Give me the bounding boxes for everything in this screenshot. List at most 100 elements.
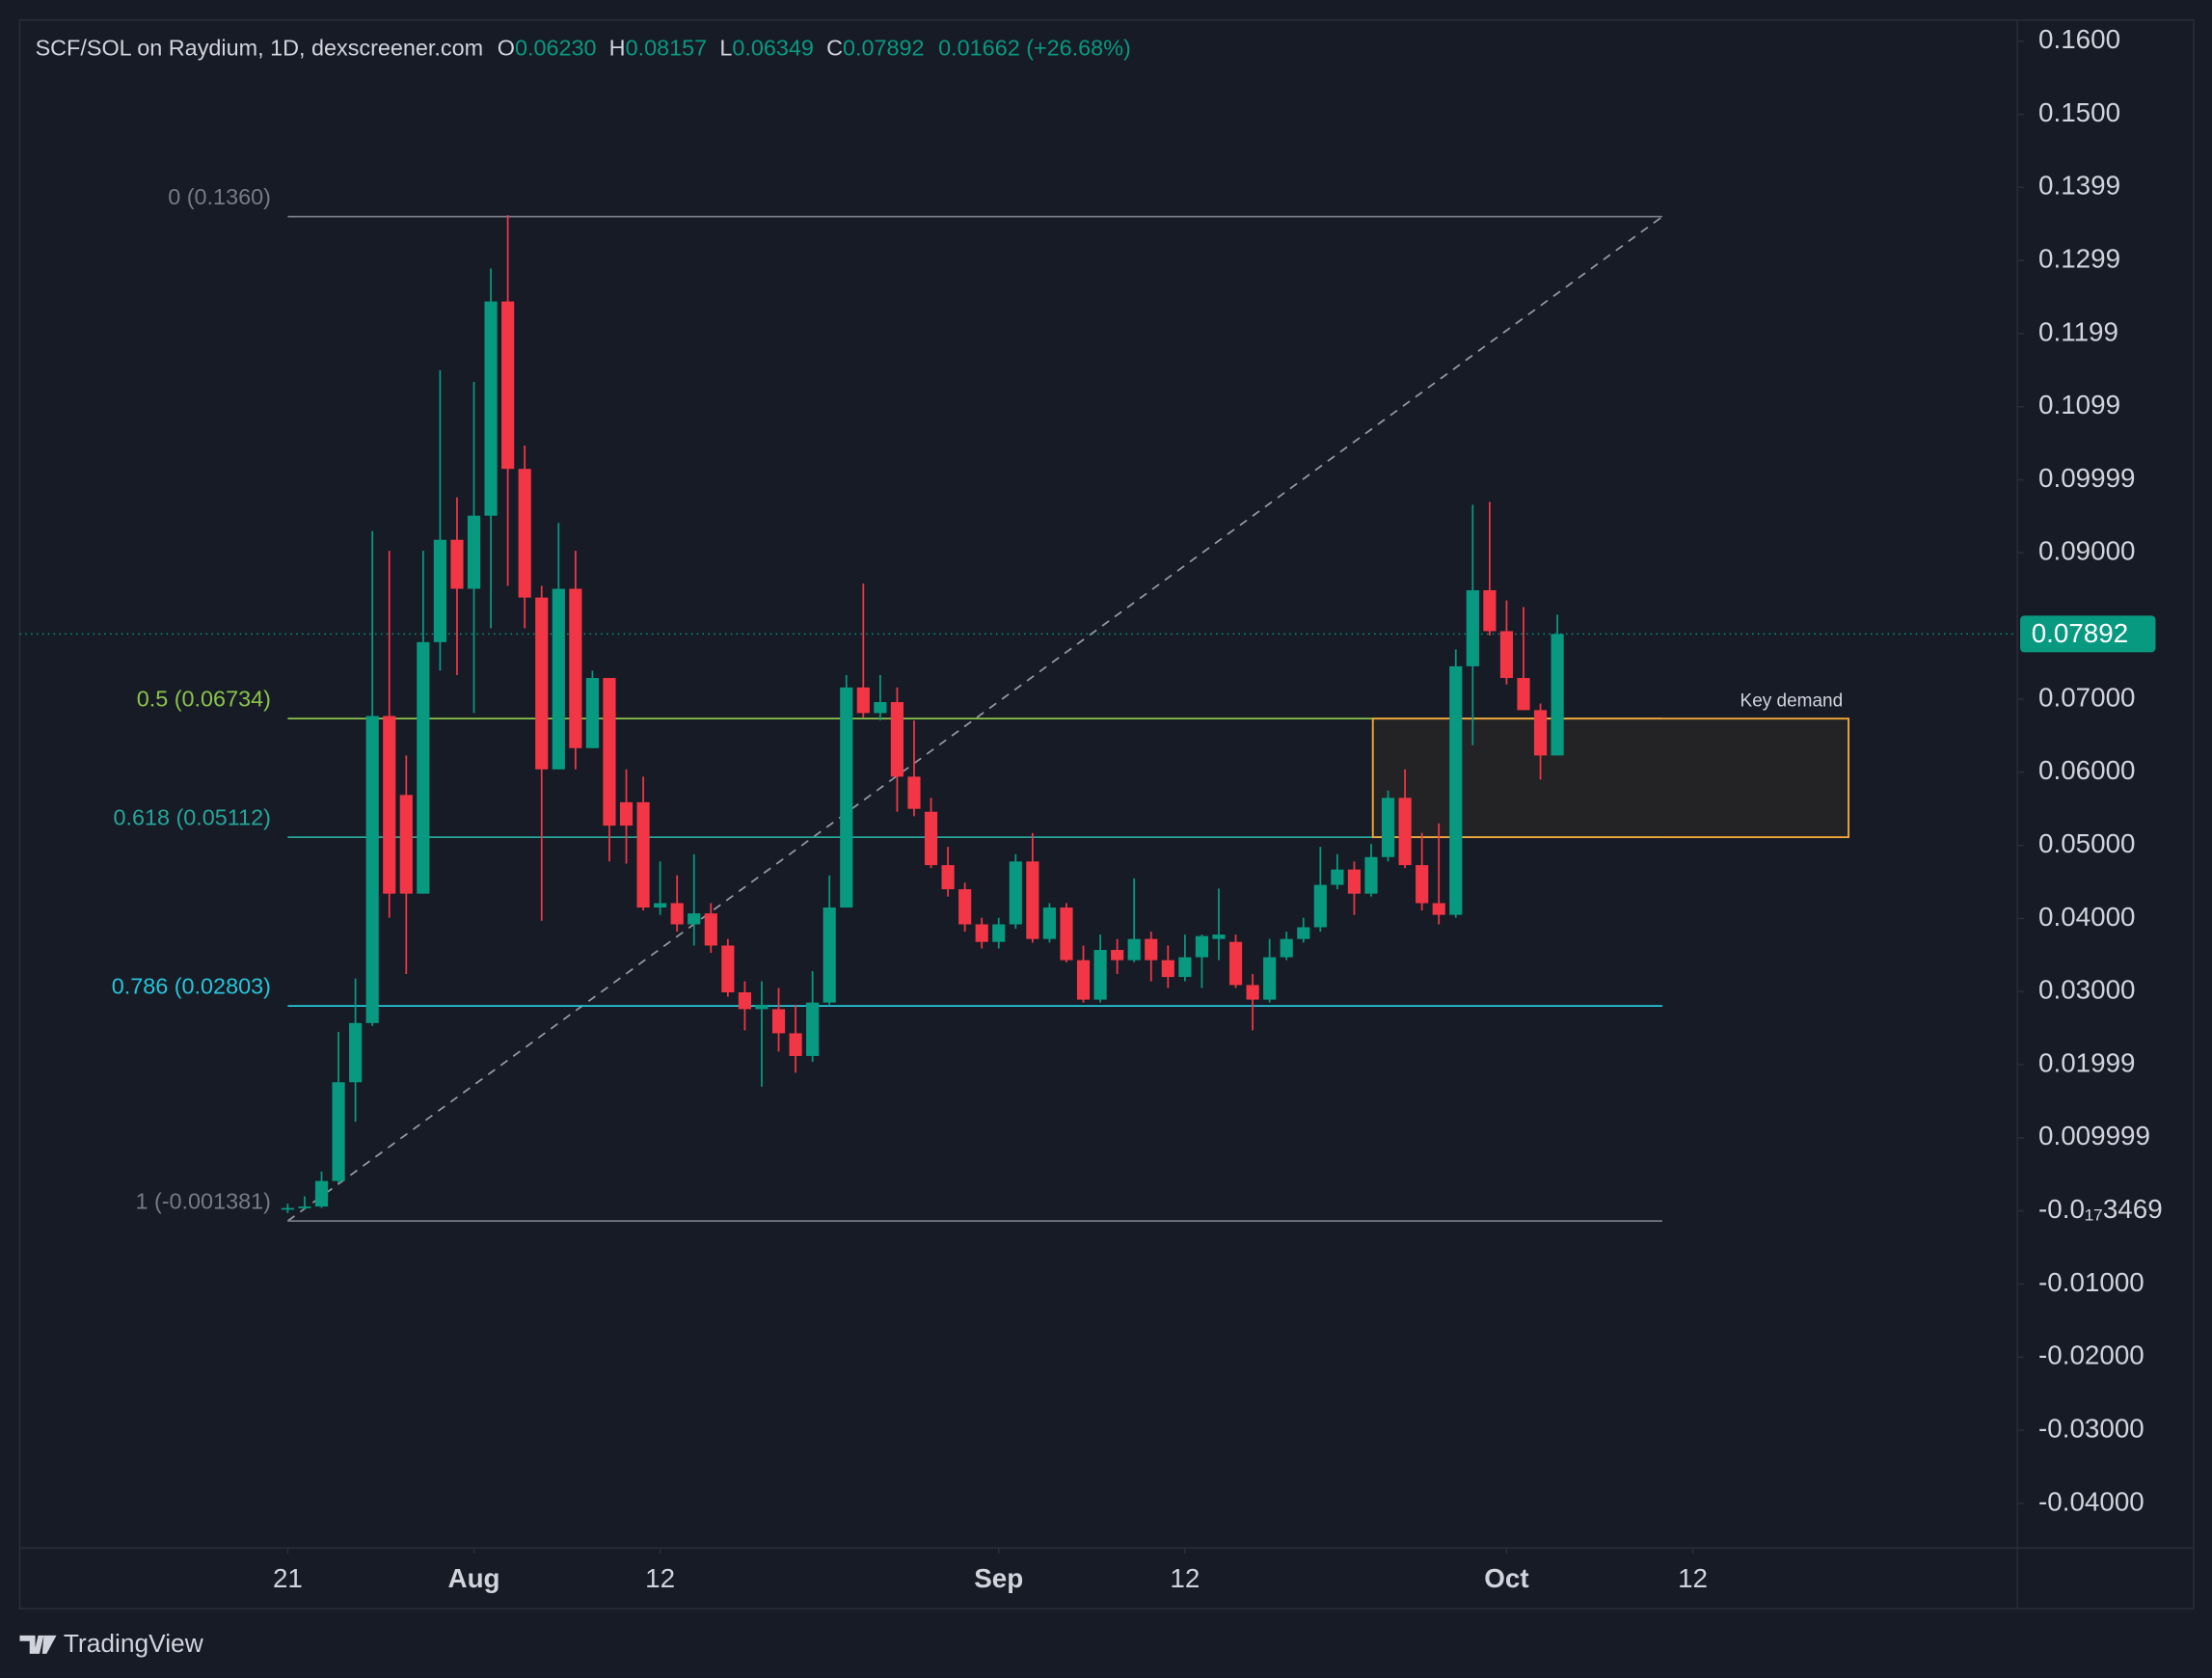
y-tick-label: -0.01000 xyxy=(2038,1267,2145,1297)
ohlc-value: 0.07892 xyxy=(843,36,925,61)
candle-body xyxy=(1228,941,1243,986)
y-tick-label: -0.04000 xyxy=(2038,1486,2145,1516)
y-tick-label: 0.1399 xyxy=(2038,171,2120,201)
candle-body xyxy=(670,903,684,925)
candle-body xyxy=(365,716,379,1023)
candle-body xyxy=(1127,938,1141,961)
candle-body xyxy=(298,1206,311,1208)
ohlc-key: L xyxy=(719,36,732,61)
candle-body xyxy=(704,913,717,946)
candle-body xyxy=(603,678,616,826)
candle-body xyxy=(1246,985,1259,1000)
y-tick-label: 0.1299 xyxy=(2038,243,2120,273)
y-tick-label: -0.03000 xyxy=(2038,1413,2145,1443)
y-tick-label: 0.06000 xyxy=(2038,755,2135,785)
ohlc-key: H xyxy=(609,36,626,61)
candle-body xyxy=(874,702,887,714)
candle-body xyxy=(975,924,988,942)
candle-body xyxy=(1551,634,1564,756)
candle-body xyxy=(1398,798,1412,866)
candle-body xyxy=(1416,865,1429,904)
candle-body xyxy=(552,588,565,770)
candle-body xyxy=(1026,861,1039,939)
ohlc-key: C xyxy=(826,36,843,61)
candle-body xyxy=(1076,960,1091,1000)
ohlc-value: 0.06230 xyxy=(515,36,597,61)
last-price-box xyxy=(2020,615,2156,653)
candle-body xyxy=(992,924,1006,942)
demand-zone xyxy=(1371,717,1850,839)
x-tick-label: Sep xyxy=(974,1563,1023,1593)
candle-body xyxy=(806,1002,820,1056)
candle-body xyxy=(467,515,481,589)
candle-body xyxy=(738,992,751,1010)
y-tick-label: 0.07000 xyxy=(2038,682,2135,712)
brand-logo xyxy=(19,1635,57,1654)
candle-body xyxy=(1449,665,1463,915)
candle-body xyxy=(1331,869,1344,885)
candle-body xyxy=(1347,869,1362,894)
candle-body xyxy=(314,1180,329,1207)
candle-body xyxy=(958,889,972,925)
candle-body xyxy=(383,716,396,894)
y-tick-label: 0.09999 xyxy=(2038,463,2135,493)
demand-zone-label: Key demand xyxy=(1740,691,1844,712)
fib-level-label: 1 (-0.001381) xyxy=(135,1188,270,1213)
candle-body xyxy=(332,1082,345,1181)
candle-body xyxy=(823,907,836,1003)
y-tick-label: 0.05000 xyxy=(2038,828,2135,858)
y-tick-label: 0.04000 xyxy=(2038,902,2135,932)
fib-level-label: 0.618 (0.05112) xyxy=(113,804,270,829)
candle-body xyxy=(1212,934,1226,939)
y-tick-label: 0.1500 xyxy=(2038,97,2120,127)
ohlc-value: 0.08157 xyxy=(626,36,708,61)
x-tick-label: 12 xyxy=(1170,1563,1200,1593)
x-tick-label: 12 xyxy=(645,1563,675,1593)
candle-body xyxy=(450,539,464,589)
x-tick-label: Oct xyxy=(1484,1563,1528,1593)
plot-area: 0 (0.1360) 0.5 (0.06734) 0.618 (0.05112) 0.… xyxy=(19,184,2018,1223)
candle-body xyxy=(569,588,582,748)
candle-body xyxy=(619,801,634,826)
y-tick-label: 0.1600 xyxy=(2038,24,2120,54)
candle-body xyxy=(1195,935,1209,958)
x-tick-label: Aug xyxy=(448,1563,500,1593)
chart-header: SCF/SOL on Raydium, 1D, dexscreener.com O… xyxy=(36,36,1131,61)
candle-body xyxy=(654,903,667,908)
candle-body xyxy=(1060,907,1073,961)
candle-body xyxy=(399,795,413,894)
last-price-label: 0.07892 xyxy=(2032,618,2128,648)
candle-body xyxy=(1499,631,1514,679)
fib-level-label: 0 (0.1360) xyxy=(168,184,271,209)
candle-body xyxy=(1466,590,1479,666)
candle-body xyxy=(1093,950,1107,1000)
candle-body xyxy=(840,687,853,908)
candle-body xyxy=(771,1009,786,1034)
y-tick-label: 0.03000 xyxy=(2038,975,2135,1005)
candle-body xyxy=(688,913,701,925)
candle-body xyxy=(1364,856,1378,894)
candle-body xyxy=(349,1022,363,1083)
fib-level-label: 0.5 (0.06734) xyxy=(137,686,271,711)
ohlc-value: 0.06349 xyxy=(732,36,814,61)
candle-body xyxy=(535,597,549,770)
brand-name: TradingView xyxy=(64,1629,204,1658)
candle-body xyxy=(484,301,498,516)
candle-body xyxy=(1009,861,1022,925)
y-tick-label: 0.09000 xyxy=(2038,536,2135,566)
y-tick-label: -0.02000 xyxy=(2038,1340,2145,1370)
candle-body xyxy=(1145,938,1158,961)
candle-body xyxy=(755,1004,769,1010)
candle-body xyxy=(941,865,955,890)
candle-body xyxy=(1111,950,1124,961)
y-tick-label: 0.1099 xyxy=(2038,390,2120,420)
x-tick-label: 12 xyxy=(1678,1563,1708,1593)
candle-body xyxy=(924,811,938,866)
candle-body xyxy=(281,1207,294,1210)
candle-body xyxy=(636,801,650,908)
candle-body xyxy=(1280,938,1293,958)
price-change: 0.01662 (+26.68%) xyxy=(938,36,1131,61)
candle-body xyxy=(518,469,531,598)
